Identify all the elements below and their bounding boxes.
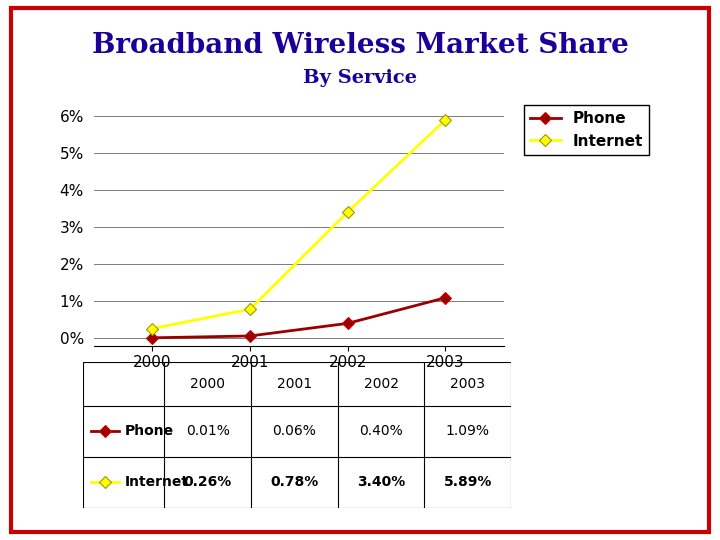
Phone	[343, 320, 352, 327]
Internet	[246, 306, 254, 313]
Text: 2000: 2000	[190, 377, 225, 390]
Text: Broadband Wireless Market Share: Broadband Wireless Market Share	[91, 32, 629, 59]
Text: Phone: Phone	[125, 424, 174, 438]
Text: 0.40%: 0.40%	[359, 424, 403, 438]
Internet	[343, 209, 352, 215]
Phone	[246, 333, 254, 339]
Line: Phone: Phone	[148, 294, 449, 342]
Internet	[148, 325, 156, 332]
Phone	[148, 335, 156, 341]
Line: Internet: Internet	[148, 116, 449, 333]
Text: By Service: By Service	[303, 69, 417, 87]
Text: 3.40%: 3.40%	[357, 475, 405, 489]
Legend: Phone, Internet: Phone, Internet	[524, 105, 649, 154]
Text: 1.09%: 1.09%	[446, 424, 490, 438]
Text: 2001: 2001	[276, 377, 312, 390]
Phone	[441, 294, 450, 301]
Text: 0.01%: 0.01%	[186, 424, 230, 438]
Text: 0.78%: 0.78%	[270, 475, 318, 489]
Text: Internet: Internet	[125, 475, 189, 489]
Text: 2002: 2002	[364, 377, 399, 390]
Text: 0.06%: 0.06%	[272, 424, 316, 438]
Text: 2003: 2003	[450, 377, 485, 390]
Text: 0.26%: 0.26%	[184, 475, 232, 489]
Internet	[441, 117, 450, 123]
Text: 5.89%: 5.89%	[444, 475, 492, 489]
